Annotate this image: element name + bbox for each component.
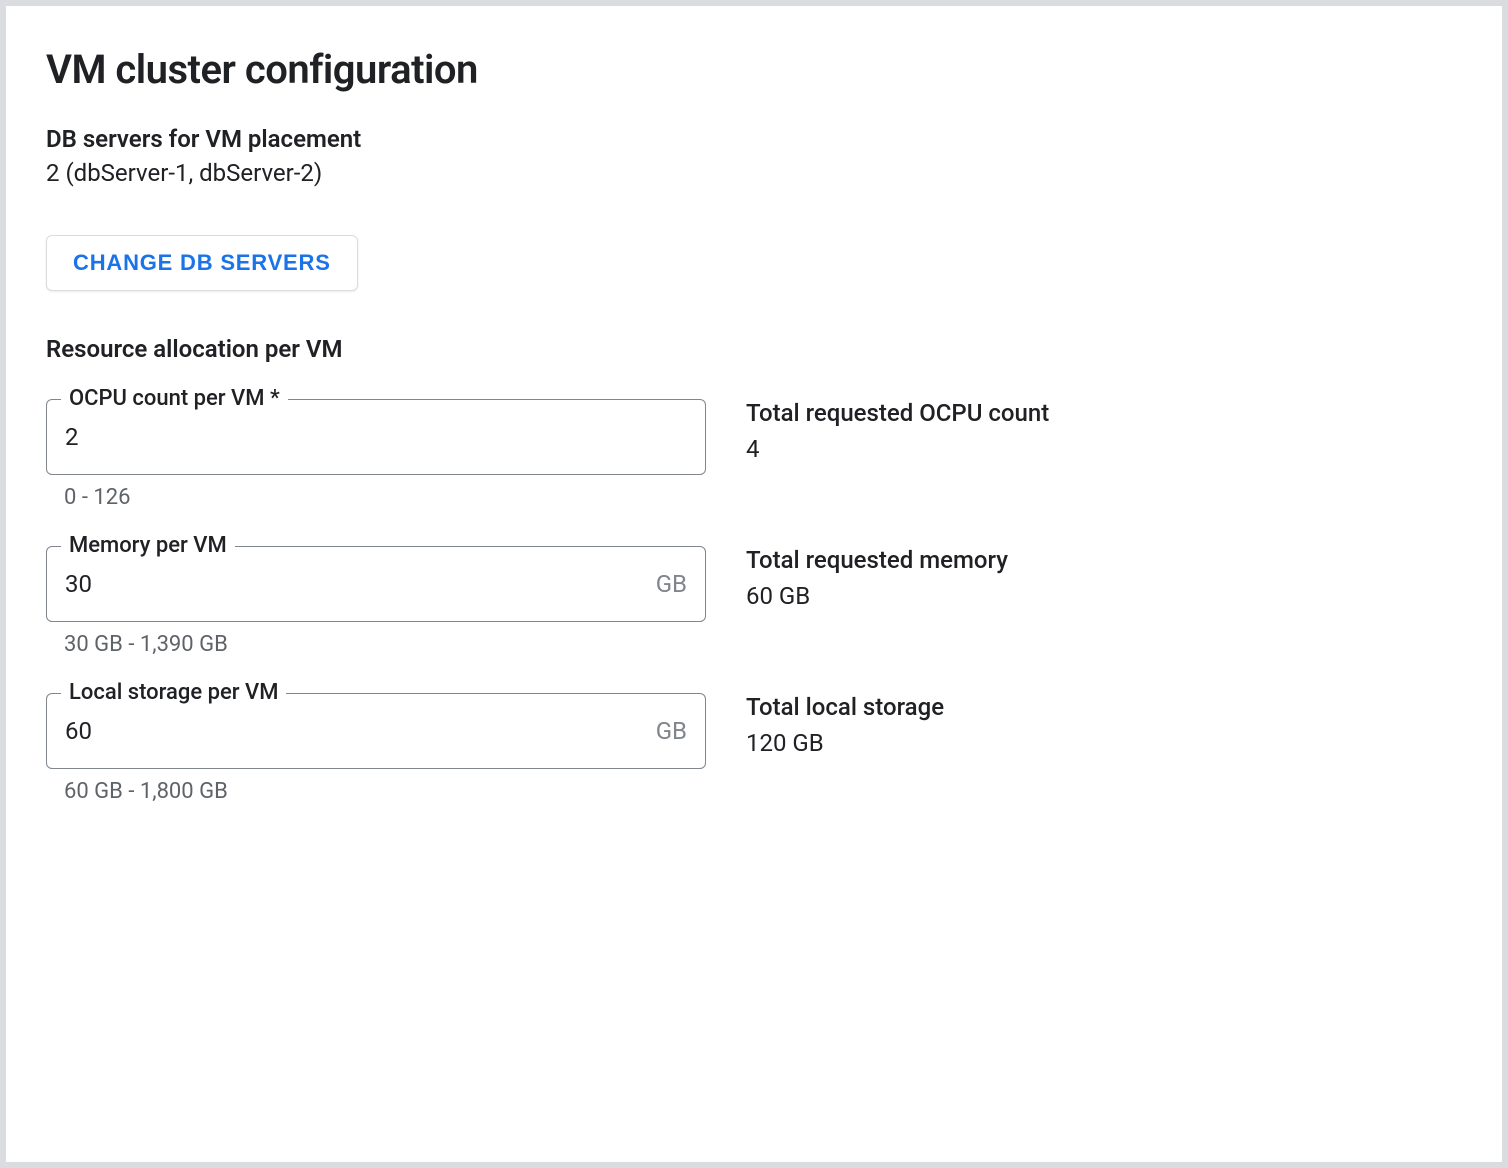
ocpu-total-value: 4 xyxy=(746,435,1049,463)
ocpu-helper: 0 - 126 xyxy=(64,485,706,510)
memory-row: Memory per VM GB 30 GB - 1,390 GB Total … xyxy=(46,546,1462,657)
memory-field-outline: Memory per VM GB xyxy=(46,546,706,622)
db-servers-value: 2 (dbServer-1, dbServer-2) xyxy=(46,159,1462,187)
ocpu-total-group: Total requested OCPU count 4 xyxy=(746,399,1049,463)
memory-helper: 30 GB - 1,390 GB xyxy=(64,632,706,657)
memory-total-value: 60 GB xyxy=(746,582,1008,610)
storage-helper: 60 GB - 1,800 GB xyxy=(64,779,706,804)
storage-input[interactable] xyxy=(65,717,646,745)
memory-field-group: Memory per VM GB 30 GB - 1,390 GB xyxy=(46,546,706,657)
storage-total-label: Total local storage xyxy=(746,693,944,721)
storage-field-group: Local storage per VM GB 60 GB - 1,800 GB xyxy=(46,693,706,804)
change-db-servers-button[interactable]: CHANGE DB SERVERS xyxy=(46,235,358,291)
memory-unit: GB xyxy=(656,570,687,598)
config-panel: VM cluster configuration DB servers for … xyxy=(6,6,1502,1162)
page-title: VM cluster configuration xyxy=(46,46,1462,93)
db-servers-label: DB servers for VM placement xyxy=(46,125,1462,153)
ocpu-field-legend: OCPU count per VM * xyxy=(61,386,288,411)
memory-total-label: Total requested memory xyxy=(746,546,1008,574)
storage-field-legend: Local storage per VM xyxy=(61,680,286,705)
ocpu-field-group: OCPU count per VM * 0 - 126 xyxy=(46,399,706,510)
memory-total-group: Total requested memory 60 GB xyxy=(746,546,1008,610)
ocpu-input[interactable] xyxy=(65,423,687,451)
ocpu-row: OCPU count per VM * 0 - 126 Total reques… xyxy=(46,399,1462,510)
memory-input[interactable] xyxy=(65,570,646,598)
resource-allocation-label: Resource allocation per VM xyxy=(46,335,1462,363)
ocpu-total-label: Total requested OCPU count xyxy=(746,399,1049,427)
memory-field-legend: Memory per VM xyxy=(61,533,235,558)
storage-total-value: 120 GB xyxy=(746,729,944,757)
ocpu-field-outline: OCPU count per VM * xyxy=(46,399,706,475)
storage-row: Local storage per VM GB 60 GB - 1,800 GB… xyxy=(46,693,1462,804)
storage-unit: GB xyxy=(656,717,687,745)
storage-total-group: Total local storage 120 GB xyxy=(746,693,944,757)
storage-field-outline: Local storage per VM GB xyxy=(46,693,706,769)
